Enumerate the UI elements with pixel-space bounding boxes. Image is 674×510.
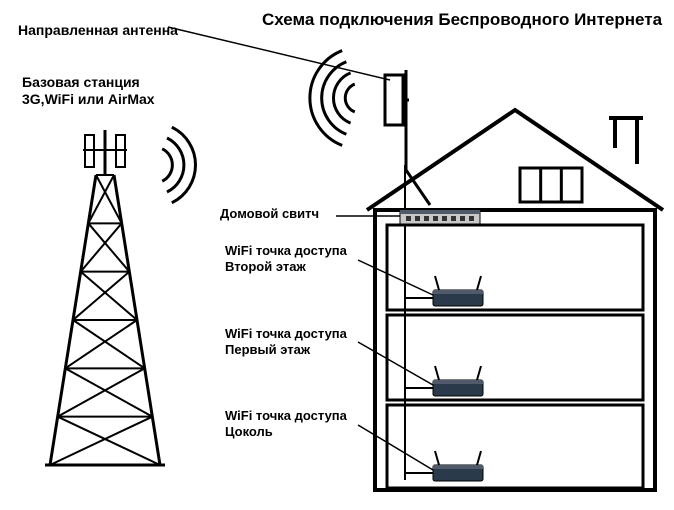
- switch-label: Домовой свитч: [220, 206, 319, 222]
- base-station-label: Базовая станция 3G,WiFi или AirMax: [22, 74, 155, 108]
- ap-basement-label: WiFi точка доступа Цоколь: [225, 408, 347, 439]
- antenna-label: Направленная антенна: [18, 22, 178, 39]
- diagram-title: Схема подключения Беспроводного Интернет…: [262, 10, 662, 30]
- ap-floor1-label: WiFi точка доступа Первый этаж: [225, 326, 347, 357]
- ap-floor2-label: WiFi точка доступа Второй этаж: [225, 243, 347, 274]
